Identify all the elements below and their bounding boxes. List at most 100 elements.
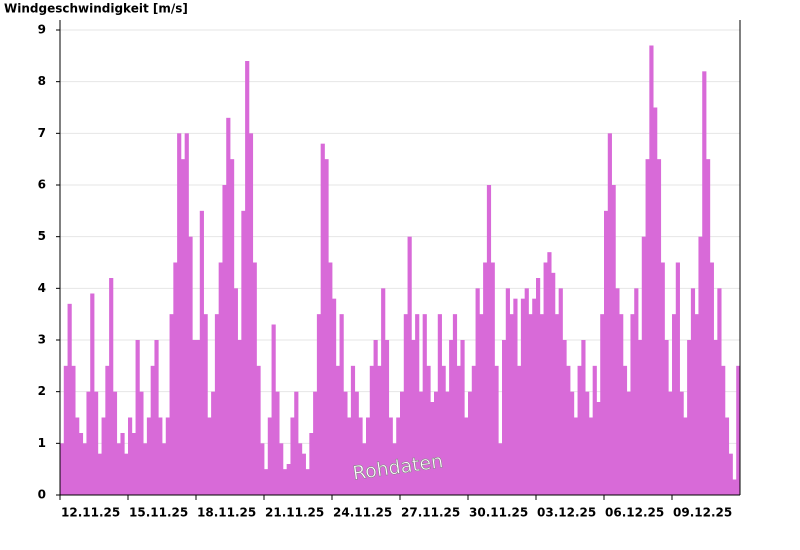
bar [237, 340, 242, 495]
bar [343, 391, 348, 495]
bar [426, 365, 431, 495]
bar [124, 453, 129, 495]
bar [120, 433, 125, 495]
bar [143, 443, 148, 495]
bar [721, 365, 726, 495]
bar [350, 365, 356, 495]
bar [400, 391, 405, 495]
bar [256, 365, 261, 495]
bar [607, 133, 612, 496]
bar [233, 288, 238, 495]
bar [532, 298, 537, 495]
bar [604, 210, 609, 496]
bar [528, 314, 533, 495]
bar [668, 391, 673, 495]
y-tick-label: 2 [38, 384, 46, 398]
bar [551, 272, 556, 495]
bar [188, 236, 193, 495]
bar [706, 159, 711, 495]
bar [373, 340, 378, 495]
y-tick-label: 8 [38, 74, 46, 88]
bar [641, 236, 646, 495]
bar [309, 433, 314, 495]
plot-area: 0 1 2 3 4 5 6 7 8 9 12.11.25 15.11.25 18.11.25 21.11.… [38, 20, 741, 520]
bar [162, 443, 167, 495]
bar [502, 340, 507, 495]
bar [690, 288, 696, 495]
y-tick-label: 5 [38, 229, 46, 243]
bar [592, 365, 597, 495]
bar [313, 391, 318, 495]
bar [698, 236, 703, 495]
chart-title: Windgeschwindigkeit [m/s] [4, 2, 188, 16]
bar [732, 479, 737, 495]
bar [67, 303, 72, 495]
bar [736, 365, 741, 495]
x-tick-label: 09.12.25 [673, 506, 732, 520]
bar [581, 340, 586, 495]
y-tick-label: 4 [38, 281, 46, 295]
bar [392, 443, 397, 495]
bar [339, 314, 344, 495]
bar [377, 365, 382, 495]
bar [245, 61, 250, 495]
bar [441, 365, 446, 495]
bar [422, 314, 427, 495]
bar [298, 443, 303, 495]
bar [634, 288, 639, 495]
bar [158, 417, 163, 495]
x-tick-label: 21.11.25 [265, 506, 324, 520]
bar [566, 365, 571, 495]
bar [596, 402, 601, 495]
bar [536, 278, 541, 495]
bar [184, 133, 189, 496]
bar [709, 262, 714, 495]
bar [728, 453, 733, 495]
bar [230, 159, 235, 495]
bar [494, 365, 499, 495]
bar [588, 417, 594, 495]
bar [407, 236, 412, 495]
x-tick-label: 30.11.25 [469, 506, 528, 520]
bar [169, 314, 174, 495]
bar [112, 391, 118, 495]
bar [675, 262, 680, 495]
bar [150, 365, 155, 495]
bar [653, 107, 658, 495]
bar [411, 340, 416, 495]
bar [517, 365, 522, 495]
bar [505, 288, 510, 495]
bar [347, 417, 352, 495]
bar [468, 391, 473, 495]
bar [449, 340, 454, 495]
bar [282, 469, 288, 495]
x-tick-label: 06.12.25 [605, 506, 664, 520]
bar [418, 391, 424, 495]
bar [86, 391, 91, 495]
bar [672, 314, 677, 495]
bar [366, 417, 371, 495]
bar [358, 417, 363, 495]
bar [384, 340, 390, 495]
bar [369, 365, 374, 495]
bar [687, 340, 692, 495]
bar [131, 433, 136, 495]
bar [702, 71, 707, 495]
bar [381, 288, 386, 495]
bar [203, 314, 208, 495]
bar [105, 365, 110, 495]
bar [173, 262, 178, 495]
bar [554, 314, 560, 495]
bar [626, 391, 631, 495]
bar [275, 391, 280, 495]
bar [294, 391, 299, 495]
bar [713, 340, 718, 495]
bar [656, 159, 662, 495]
x-tick-label: 15.11.25 [129, 506, 188, 520]
bar [71, 365, 76, 495]
bar [97, 453, 102, 495]
bar [320, 143, 325, 495]
bar [101, 417, 106, 495]
y-tick-label: 9 [38, 23, 46, 37]
bar [403, 314, 408, 495]
